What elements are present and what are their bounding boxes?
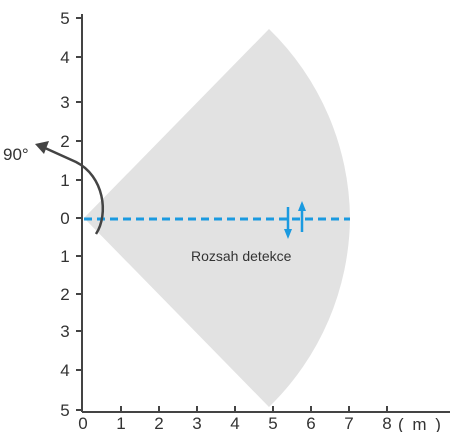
y-tick-label: 4 [60, 48, 69, 67]
y-tick-label: 3 [60, 93, 69, 112]
motion-arrows-icon [284, 201, 306, 239]
y-tick-label: 2 [60, 132, 69, 151]
y-tick-label: 3 [60, 322, 69, 341]
x-tick-label: 2 [154, 414, 163, 432]
x-tick-label: 3 [192, 414, 201, 432]
x-axis-tick-labels: 0 1 2 3 4 5 6 7 8 [78, 414, 391, 432]
y-axis-ticks [76, 17, 82, 411]
y-tick-label: 5 [60, 9, 69, 28]
x-tick-label: 5 [268, 414, 277, 432]
y-tick-label: 1 [60, 247, 69, 266]
x-tick-label: 6 [306, 414, 315, 432]
x-tick-label: 4 [230, 414, 239, 432]
y-tick-label: 4 [60, 361, 69, 380]
y-tick-label: 0 [60, 209, 69, 228]
x-axis-ticks [120, 406, 388, 412]
y-tick-label: 5 [60, 401, 69, 420]
x-tick-label: 7 [344, 414, 353, 432]
y-tick-label: 2 [60, 285, 69, 304]
x-tick-label: 1 [116, 414, 125, 432]
x-tick-label: 8 [382, 414, 391, 432]
rotation-angle-label: 90° [3, 145, 29, 164]
y-axis-tick-labels: 5 4 3 2 1 0 1 2 3 4 5 [60, 9, 69, 420]
x-axis-unit-label: ( m ) [398, 415, 443, 432]
rotation-arc-icon [35, 141, 104, 235]
detection-zone-label: Rozsah detekce [191, 248, 292, 264]
x-tick-label: 0 [78, 414, 87, 432]
y-tick-label: 1 [60, 171, 69, 190]
